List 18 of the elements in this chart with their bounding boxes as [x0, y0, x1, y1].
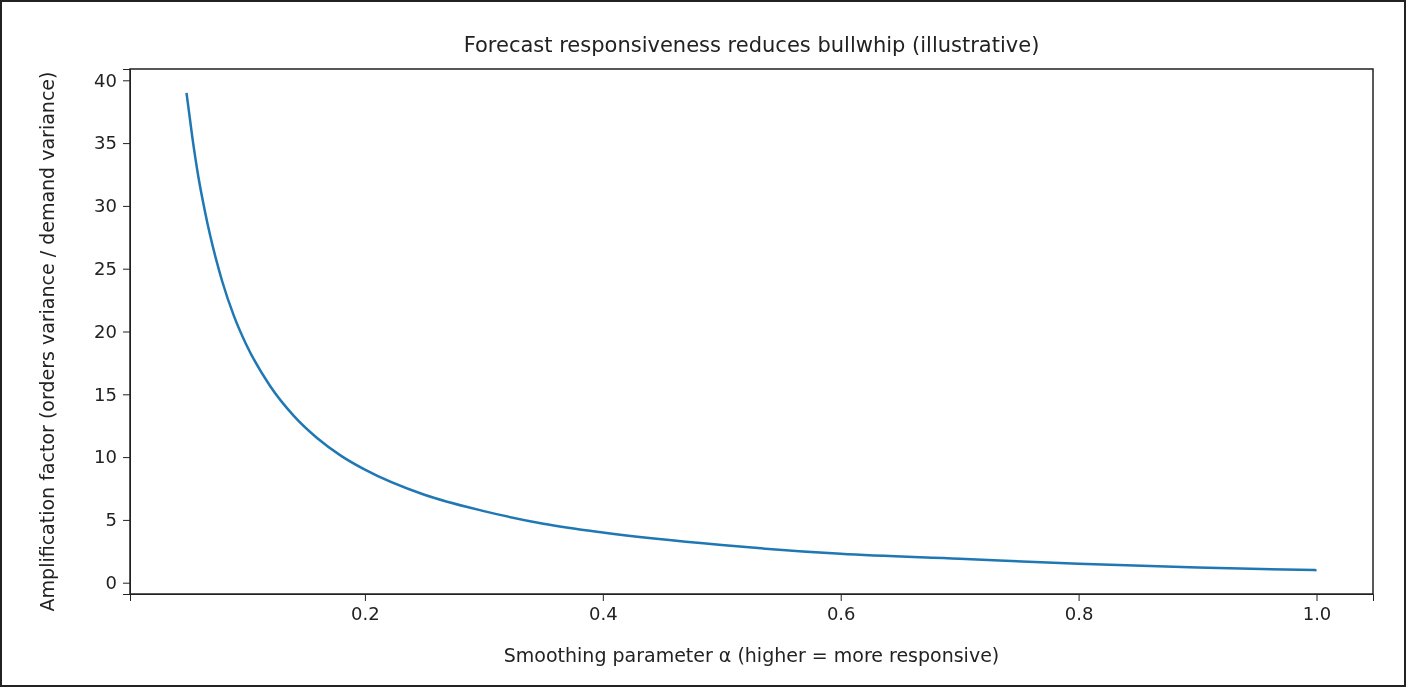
x-tick-label: 1.0	[1302, 602, 1332, 624]
y-tick-label: 30	[94, 195, 117, 217]
y-tick-label: 15	[94, 383, 117, 405]
y-axis-title: Amplification factor (orders variance / demand variance)	[36, 71, 58, 612]
y-tick-label: 20	[94, 320, 117, 342]
y-tick-label: 25	[94, 257, 117, 279]
x-tick-label: 0.2	[351, 602, 380, 624]
y-tick-label: 40	[94, 69, 117, 91]
x-tick-label: 0.6	[826, 602, 856, 624]
x-axis-title: Smoothing parameter α (higher = more responsive)	[503, 644, 1000, 666]
y-tick-label: 10	[94, 446, 117, 468]
x-tick-label: 0.4	[589, 602, 618, 624]
y-tick-label: 5	[105, 509, 117, 531]
line-series	[185, 91, 1318, 572]
y-tick-label: 35	[94, 132, 117, 154]
y-tick-label: 0	[105, 571, 117, 593]
chart-title: Forecast responsiveness reduces bullwhip (illustrative)	[463, 33, 1040, 57]
x-tick-label: 0.8	[1064, 602, 1094, 624]
